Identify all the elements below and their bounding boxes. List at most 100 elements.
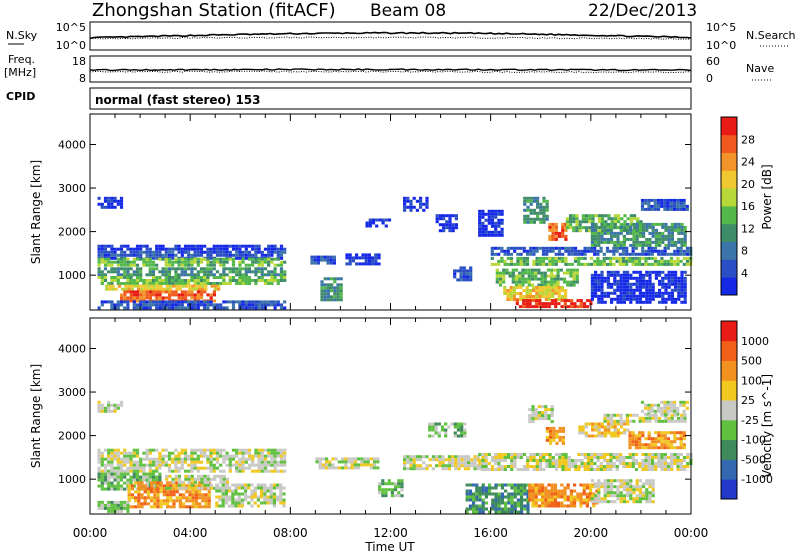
heatmap-cell bbox=[497, 209, 501, 213]
heatmap-cell bbox=[148, 457, 152, 461]
velocity-heatmap bbox=[97, 400, 693, 514]
heatmap-cell bbox=[148, 303, 152, 307]
heatmap-cell bbox=[574, 465, 578, 468]
heatmap-cell bbox=[576, 492, 580, 496]
heatmap-cell bbox=[513, 249, 517, 253]
heatmap-cell bbox=[550, 486, 554, 490]
heatmap-cell bbox=[634, 446, 638, 450]
heatmap-cell bbox=[577, 256, 581, 260]
heatmap-cell bbox=[488, 483, 492, 487]
heatmap-cell bbox=[188, 496, 192, 500]
heatmap-cell bbox=[237, 492, 241, 496]
heatmap-cell bbox=[231, 448, 236, 452]
heatmap-cell bbox=[201, 284, 205, 288]
heatmap-cell bbox=[509, 286, 513, 289]
heatmap-cell bbox=[126, 469, 130, 473]
heatmap-cell bbox=[534, 498, 538, 502]
heatmap-cell bbox=[447, 455, 451, 459]
heatmap-cell bbox=[541, 411, 545, 415]
heatmap-cell bbox=[135, 267, 140, 271]
heatmap-cell bbox=[126, 253, 130, 257]
heatmap-cell bbox=[631, 456, 635, 459]
heatmap-cell bbox=[273, 457, 277, 461]
heatmap-cell bbox=[196, 270, 200, 274]
heatmap-cell bbox=[164, 282, 168, 285]
heatmap-cell bbox=[631, 249, 635, 253]
heatmap-cell bbox=[390, 488, 394, 492]
heatmap-cell bbox=[213, 284, 217, 288]
heatmap-cell bbox=[116, 263, 120, 267]
heatmap-cell bbox=[660, 249, 664, 253]
heatmap-cell bbox=[529, 459, 533, 462]
heatmap-cell bbox=[155, 463, 159, 467]
heatmap-cell bbox=[551, 259, 555, 263]
heatmap-cell bbox=[610, 291, 614, 295]
heatmap-cell bbox=[644, 468, 648, 471]
heatmap-cell bbox=[183, 273, 188, 277]
heatmap-cell bbox=[494, 462, 498, 465]
heatmap-cell bbox=[100, 403, 104, 407]
heatmap-cell bbox=[546, 268, 551, 272]
heatmap-cell bbox=[244, 486, 248, 490]
heatmap-cell bbox=[119, 300, 124, 304]
heatmap-cell bbox=[403, 464, 407, 468]
heatmap-cell bbox=[610, 228, 614, 232]
heatmap-cell bbox=[616, 491, 620, 495]
heatmap-cell bbox=[658, 300, 662, 304]
heatmap-cell bbox=[670, 462, 674, 465]
heatmap-cell bbox=[653, 403, 657, 407]
heatmap-cell bbox=[185, 484, 189, 488]
heatmap-cell bbox=[523, 504, 527, 508]
heatmap-cell bbox=[553, 489, 557, 493]
heatmap-cell bbox=[552, 426, 556, 430]
heatmap-cell bbox=[113, 475, 117, 479]
heatmap-cell bbox=[615, 256, 619, 260]
heatmap-cell bbox=[657, 446, 661, 450]
heatmap-cell bbox=[123, 276, 127, 279]
heatmap-cell bbox=[661, 225, 665, 229]
heatmap-cell bbox=[674, 270, 678, 274]
heatmap-cell bbox=[283, 460, 287, 464]
heatmap-cell bbox=[680, 276, 684, 280]
heatmap-cell bbox=[619, 276, 623, 280]
colorbar-tick-label: 100 bbox=[741, 374, 762, 387]
heatmap-cell bbox=[161, 273, 165, 277]
heatmap-cell bbox=[113, 454, 117, 458]
heatmap-cell bbox=[172, 493, 176, 497]
heatmap-cell bbox=[475, 483, 479, 487]
heatmap-cell bbox=[560, 483, 564, 487]
heatmap-cell bbox=[260, 448, 264, 452]
noise-search-trace bbox=[89, 36, 692, 40]
heatmap-cell bbox=[577, 465, 581, 468]
heatmap-cell bbox=[575, 226, 579, 230]
heatmap-cell bbox=[132, 253, 136, 257]
heatmap-cell bbox=[145, 290, 149, 294]
heatmap-cell bbox=[247, 306, 252, 310]
time-tick-label: 00:00 bbox=[73, 526, 108, 540]
heatmap-cell bbox=[110, 454, 114, 458]
heatmap-cell bbox=[613, 485, 617, 489]
heatmap-cell bbox=[641, 465, 645, 468]
heatmap-cell bbox=[187, 260, 191, 264]
heatmap-cell bbox=[267, 253, 271, 257]
heatmap-cell bbox=[222, 247, 226, 251]
heatmap-cell bbox=[200, 290, 204, 294]
heatmap-cell bbox=[494, 221, 498, 225]
heatmap-cell bbox=[606, 482, 610, 486]
heatmap-cell bbox=[661, 291, 665, 295]
heatmap-cell bbox=[670, 288, 674, 292]
heatmap-cell bbox=[367, 262, 371, 266]
heatmap-cell bbox=[126, 466, 130, 470]
heatmap-cell bbox=[182, 493, 186, 497]
heatmap-cell bbox=[654, 462, 658, 465]
heatmap-cell bbox=[545, 256, 549, 260]
heatmap-cell bbox=[645, 222, 649, 226]
heatmap-cell bbox=[507, 498, 511, 502]
heatmap-cell bbox=[171, 293, 175, 297]
heatmap-cell bbox=[670, 237, 674, 241]
heatmap-cell bbox=[167, 466, 172, 470]
heatmap-cell bbox=[596, 249, 600, 253]
heatmap-cell bbox=[507, 483, 511, 487]
heatmap-cell bbox=[541, 501, 545, 505]
heatmap-cell bbox=[670, 243, 674, 247]
